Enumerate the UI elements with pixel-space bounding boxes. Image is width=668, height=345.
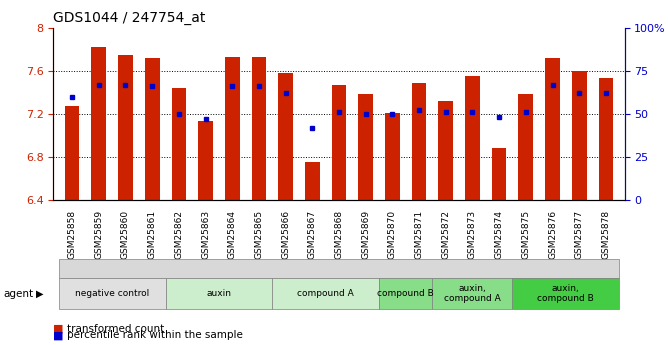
Bar: [92, 47, 106, 200]
Text: auxin,
compound B: auxin, compound B: [538, 284, 595, 303]
Bar: [225, 57, 240, 200]
Text: GDS1044 / 247754_at: GDS1044 / 247754_at: [53, 11, 206, 25]
Bar: [492, 148, 506, 200]
Bar: [332, 85, 346, 200]
Bar: [438, 101, 453, 200]
Text: compound B: compound B: [377, 289, 434, 298]
Text: ▶: ▶: [36, 289, 43, 298]
Bar: [145, 58, 160, 200]
Text: transformed count: transformed count: [67, 324, 164, 334]
Text: negative control: negative control: [75, 289, 149, 298]
Bar: [572, 71, 587, 200]
Text: auxin,
compound A: auxin, compound A: [444, 284, 501, 303]
Text: percentile rank within the sample: percentile rank within the sample: [67, 331, 242, 340]
Bar: [465, 76, 480, 200]
Text: compound A: compound A: [297, 289, 354, 298]
Bar: [545, 58, 560, 200]
Bar: [599, 78, 613, 200]
Text: ■: ■: [53, 331, 64, 340]
Bar: [118, 55, 133, 200]
Bar: [411, 82, 426, 200]
Bar: [358, 95, 373, 200]
Text: agent: agent: [3, 289, 33, 298]
Text: auxin: auxin: [206, 289, 231, 298]
Bar: [172, 88, 186, 200]
Bar: [385, 113, 399, 200]
Bar: [305, 162, 320, 200]
Bar: [65, 106, 79, 200]
Bar: [518, 95, 533, 200]
Bar: [252, 57, 267, 200]
Bar: [198, 121, 213, 200]
Bar: [279, 73, 293, 200]
Text: ■: ■: [53, 324, 64, 334]
